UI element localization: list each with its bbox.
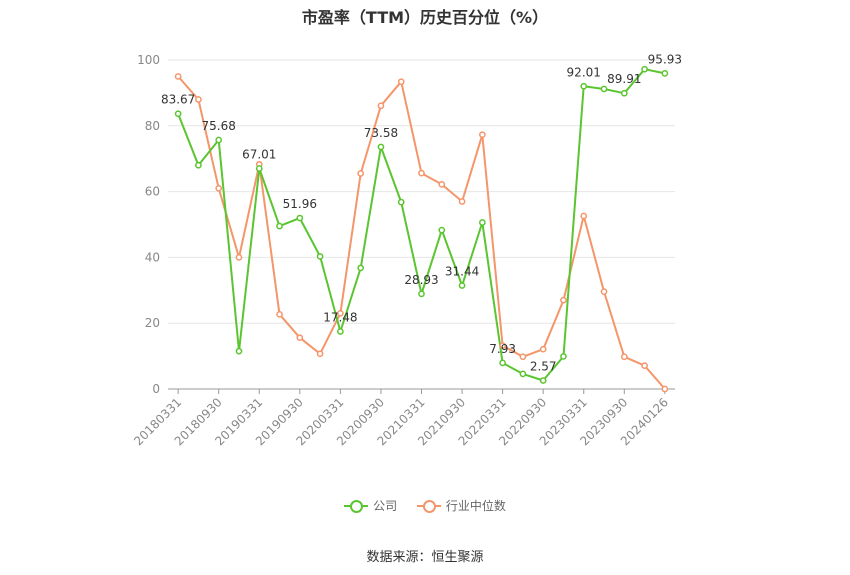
data-point-0[interactable] [296, 214, 304, 222]
data-point-1[interactable] [560, 296, 567, 304]
y-tick-label: 0 [152, 382, 160, 396]
legend: 公司 行业中位数 [0, 497, 850, 516]
data-point-0[interactable] [458, 282, 466, 289]
data-point-0[interactable] [641, 65, 648, 73]
data-point-1[interactable] [235, 254, 243, 261]
legend-item-industry-median[interactable]: 行业中位数 [416, 497, 506, 514]
data-point-0[interactable] [397, 198, 405, 206]
data-points [174, 65, 669, 393]
data-label: 51.96 [283, 197, 317, 211]
data-point-0[interactable] [499, 359, 506, 367]
data-point-1[interactable] [600, 288, 608, 295]
data-point-0[interactable] [661, 70, 669, 77]
data-point-1[interactable] [397, 78, 405, 86]
data-label: 89.91 [607, 72, 641, 86]
data-point-1[interactable] [357, 170, 365, 177]
data-point-0[interactable] [276, 222, 283, 230]
data-label: 7.93 [489, 342, 516, 356]
data-point-1[interactable] [215, 184, 223, 192]
legend-swatch-company [344, 499, 369, 513]
data-point-0[interactable] [560, 353, 567, 360]
legend-item-company[interactable]: 公司 [344, 497, 397, 514]
series-lines [177, 68, 666, 390]
data-point-0[interactable] [195, 161, 202, 169]
data-label: 67.01 [242, 148, 276, 162]
data-point-0[interactable] [438, 226, 446, 234]
y-tick-label: 20 [145, 316, 160, 330]
data-point-1[interactable] [316, 350, 324, 358]
data-point-0[interactable] [620, 89, 628, 97]
data-point-0[interactable] [235, 347, 243, 355]
data-label: 17.48 [323, 310, 357, 324]
data-point-0[interactable] [539, 377, 547, 384]
data-point-1[interactable] [519, 353, 527, 361]
data-point-0[interactable] [478, 219, 486, 226]
data-point-1[interactable] [377, 102, 385, 110]
data-point-1[interactable] [418, 169, 425, 177]
data-label: 28.93 [404, 273, 438, 287]
legend-swatch-industry-median [416, 499, 441, 513]
chart-title: 市盈率（TTM）历史百分位（%） [301, 8, 549, 27]
y-tick-label: 60 [145, 185, 160, 199]
data-point-1[interactable] [499, 342, 506, 349]
data-point-1[interactable] [478, 131, 486, 139]
data-point-1[interactable] [539, 345, 547, 353]
data-point-0[interactable] [418, 290, 425, 298]
y-tick-label: 80 [145, 119, 160, 133]
data-labels: 83.67 75.68 67.01 51.96 17.48 73.58 28.93 31.44… [161, 52, 682, 373]
data-point-0[interactable] [519, 370, 527, 378]
data-point-1[interactable] [276, 310, 283, 318]
data-point-0[interactable] [377, 143, 385, 151]
data-point-0[interactable] [357, 264, 365, 272]
data-source: 数据来源：恒生聚源 [366, 550, 484, 565]
series-line-1 [177, 75, 666, 390]
data-point-1[interactable] [661, 385, 669, 393]
data-label: 92.01 [567, 65, 601, 79]
legend-label-company: 公司 [373, 499, 398, 513]
data-label: 2.57 [530, 360, 557, 374]
data-point-0[interactable] [580, 82, 588, 90]
data-label: 83.67 [161, 93, 195, 107]
data-point-1[interactable] [580, 212, 588, 220]
data-point-0[interactable] [600, 85, 608, 93]
data-point-1[interactable] [641, 362, 648, 369]
data-point-0[interactable] [174, 110, 182, 118]
data-label: 75.68 [202, 119, 236, 133]
data-point-1[interactable] [337, 309, 344, 317]
grid-lines [168, 59, 675, 324]
data-point-1[interactable] [458, 198, 466, 205]
data-point-1[interactable] [296, 334, 304, 342]
data-label: 73.58 [364, 126, 398, 140]
series-line-0 [177, 68, 666, 382]
data-point-0[interactable] [255, 165, 263, 172]
y-tick-label: 100 [137, 53, 160, 67]
data-label: 95.93 [648, 52, 682, 66]
data-point-1[interactable] [438, 181, 446, 188]
data-point-1[interactable] [620, 353, 628, 361]
legend-label-industry-median: 行业中位数 [445, 499, 506, 513]
data-point-0[interactable] [316, 253, 324, 260]
data-point-1[interactable] [174, 73, 182, 80]
data-point-0[interactable] [215, 136, 223, 144]
data-label: 31.44 [445, 265, 479, 279]
data-point-0[interactable] [337, 328, 344, 335]
y-tick-label: 40 [145, 250, 160, 264]
data-point-1[interactable] [195, 96, 202, 103]
